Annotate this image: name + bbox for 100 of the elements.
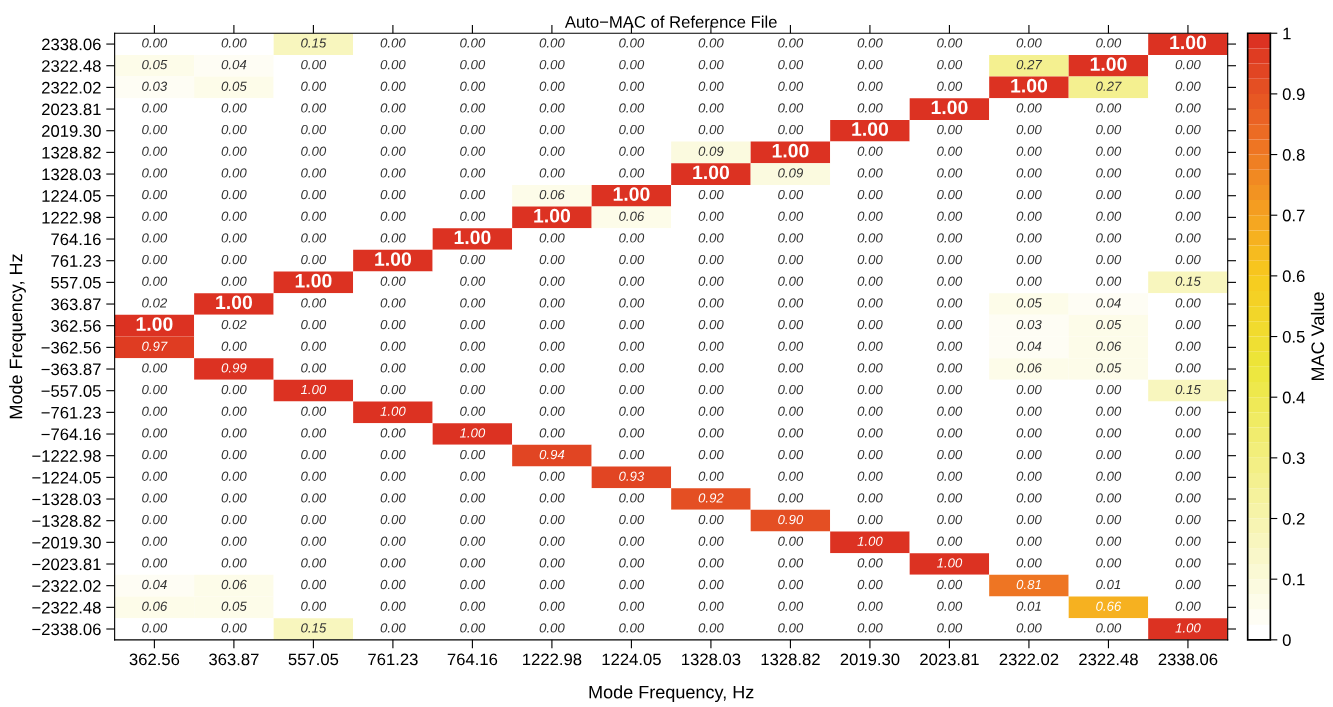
- data-label: 0.00: [221, 449, 247, 460]
- data-label: 0.00: [380, 623, 406, 633]
- data-label: 0.00: [619, 601, 645, 611]
- color-bar-label: 0.5: [1282, 330, 1305, 343]
- data-label: 0.00: [380, 189, 406, 200]
- data-label: 0.00: [698, 189, 724, 200]
- x-tick-label: 1328.03: [682, 653, 741, 666]
- data-label: 0.00: [539, 59, 565, 70]
- data-label: 0.00: [857, 319, 883, 330]
- data-label: 0.00: [460, 189, 486, 200]
- y-tick-label: 362.56: [51, 320, 101, 332]
- data-label: 0.00: [937, 319, 963, 330]
- data-label: 0.00: [698, 623, 724, 633]
- y-tick-label: −761.23: [41, 406, 101, 419]
- data-label: 0.00: [1175, 536, 1201, 546]
- data-label: 0.00: [1175, 471, 1201, 481]
- y-tick-label: 2322.02: [42, 81, 101, 94]
- data-label: 0.00: [1016, 428, 1042, 438]
- data-label: 0.15: [301, 623, 327, 633]
- data-label: 0.00: [301, 493, 327, 503]
- y-tick-label: −2019.30: [32, 536, 101, 549]
- data-label: 0.00: [221, 168, 247, 178]
- data-label: 0.00: [460, 623, 486, 633]
- data-label: 0.00: [698, 124, 724, 135]
- x-tick-label: 363.87: [209, 653, 259, 666]
- data-label: 0.00: [301, 428, 327, 438]
- data-label: 0.00: [937, 601, 963, 611]
- data-label: 0.00: [1175, 168, 1201, 178]
- data-label: 0.00: [221, 124, 247, 135]
- data-label: 0.09: [778, 168, 803, 178]
- data-label: 0.00: [1016, 449, 1042, 460]
- data-label: 0.00: [1096, 449, 1122, 460]
- data-label: 0.00: [142, 124, 168, 135]
- x-tick-label: 2019.30: [840, 653, 900, 666]
- data-label: 0.00: [698, 558, 724, 568]
- data-label: 0.00: [698, 298, 724, 308]
- data-label: 0.00: [619, 319, 645, 330]
- data-label: 0.00: [301, 211, 327, 221]
- data-label: 0.00: [539, 103, 565, 113]
- data-label: 0.04: [1016, 341, 1042, 351]
- data-label: 0.00: [221, 623, 247, 633]
- data-label: 0.00: [301, 601, 327, 611]
- y-tick-label: −2023.81: [32, 558, 101, 571]
- x-tick-label: 2322.02: [999, 653, 1059, 666]
- data-label: 0.00: [937, 298, 963, 308]
- data-label: 0.27: [1096, 81, 1122, 91]
- x-tick-label: 2322.48: [1079, 653, 1138, 666]
- data-label: 0.00: [857, 146, 883, 156]
- data-label: 0.03: [1016, 319, 1042, 330]
- x-tick-label: 362.56: [129, 653, 180, 666]
- data-label: 0.00: [460, 341, 486, 351]
- data-label: 0.00: [221, 406, 247, 416]
- data-label: 0.00: [460, 298, 486, 308]
- color-bar-label: 1: [1283, 27, 1291, 40]
- data-label: 0.15: [1175, 384, 1201, 395]
- data-label: 0.00: [778, 471, 804, 481]
- data-label: 0.00: [142, 558, 168, 568]
- data-label: 0.00: [619, 449, 645, 460]
- data-label: 0.00: [778, 319, 804, 330]
- data-label: 0.00: [857, 81, 883, 91]
- data-label: 0.00: [539, 81, 565, 91]
- data-label: 0.00: [937, 514, 963, 525]
- data-label: 0.00: [380, 558, 406, 568]
- data-label: 0.00: [221, 514, 247, 525]
- data-label: 0.00: [1175, 298, 1201, 308]
- data-label: 0.00: [1175, 189, 1201, 200]
- data-label: 0.00: [619, 406, 645, 416]
- data-label: 0.06: [142, 601, 168, 611]
- data-label: 1.00: [1090, 57, 1127, 71]
- data-label: 0.00: [301, 341, 327, 351]
- data-label: 0.05: [1096, 363, 1122, 373]
- data-label: 0.00: [142, 146, 168, 156]
- data-label: 0.00: [539, 341, 565, 351]
- data-label: 0.00: [301, 233, 327, 243]
- data-label: 0.00: [1016, 276, 1042, 286]
- data-label: 0.00: [380, 276, 406, 286]
- y-tick-label: 1328.82: [42, 146, 101, 159]
- data-label: 0.00: [539, 233, 565, 243]
- data-label: 0.00: [778, 579, 804, 590]
- data-label: 0.00: [857, 341, 883, 351]
- data-label: 0.00: [380, 428, 406, 438]
- data-label: 0.00: [698, 38, 724, 48]
- data-label: 0.00: [380, 124, 406, 135]
- data-label: 0.00: [619, 81, 645, 91]
- data-label: 0.00: [1096, 189, 1122, 200]
- data-label: 0.00: [1016, 514, 1042, 525]
- data-label: 0.00: [380, 363, 406, 373]
- data-label: 0.00: [619, 124, 645, 135]
- data-label: 0.00: [142, 233, 168, 243]
- data-label: 1.00: [216, 295, 253, 310]
- data-label: 0.93: [619, 471, 645, 481]
- data-label: 0.00: [460, 254, 486, 265]
- y-axis-title: Mode Frequency, Hz: [9, 254, 26, 419]
- y-tick-label: −764.16: [41, 428, 101, 441]
- data-label: 0.00: [539, 428, 565, 438]
- data-label: 0.15: [1175, 276, 1201, 286]
- data-label: 1.00: [857, 536, 883, 546]
- data-label: 0.00: [1016, 38, 1042, 48]
- data-label: 0.00: [619, 514, 645, 525]
- data-label: 0.00: [301, 298, 327, 308]
